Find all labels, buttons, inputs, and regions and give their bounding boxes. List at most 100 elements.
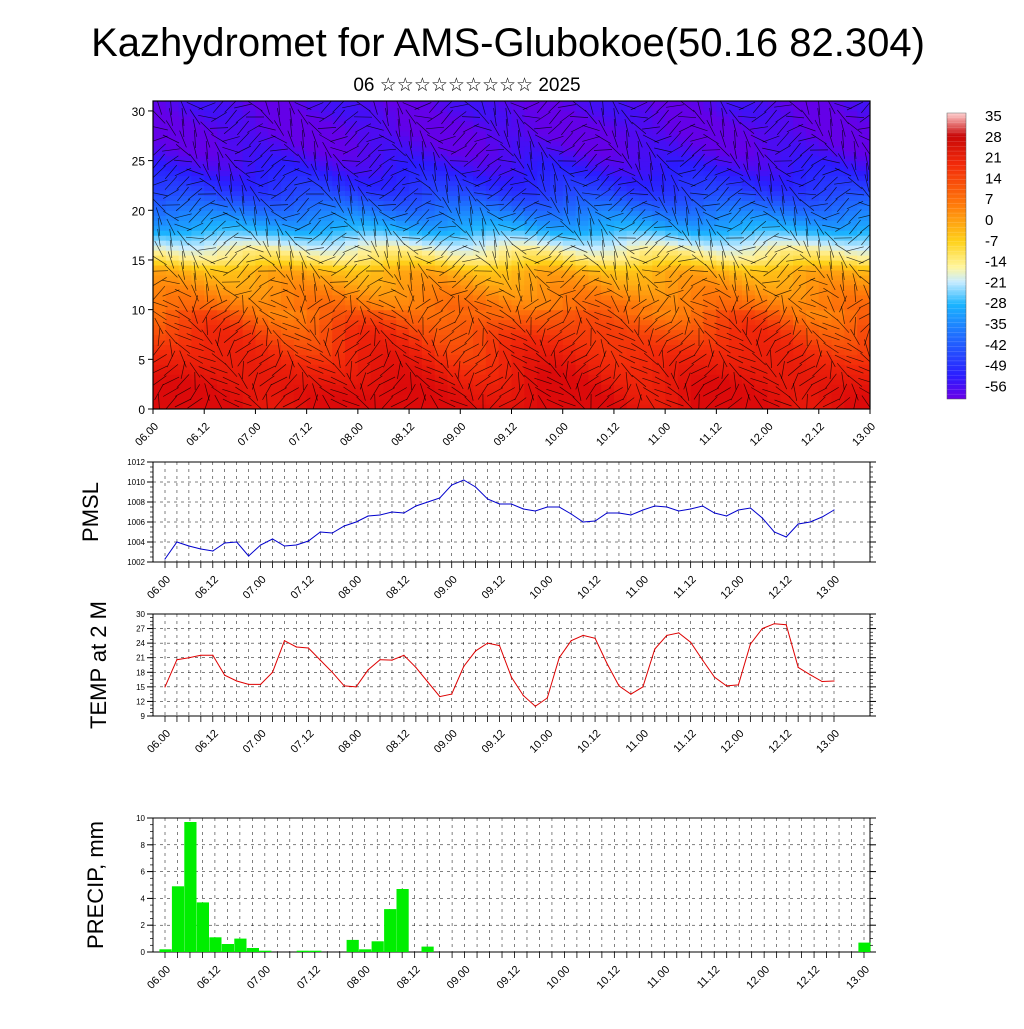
heatmap-cell: [704, 369, 717, 375]
heatmap-cell: [204, 171, 217, 177]
heatmap-cell: [601, 190, 614, 196]
heatmap-cell: [729, 349, 742, 355]
heatmap-cell: [204, 205, 217, 211]
heatmap-cell: [755, 131, 768, 137]
heatmap-cell: [563, 334, 576, 340]
heatmap-cell: [460, 235, 473, 241]
heatmap-cell: [383, 295, 396, 301]
heatmap-cell: [179, 126, 192, 132]
heatmap-cell: [473, 156, 486, 162]
chart-title: Kazhydromet for AMS-Glubokoe(50.16 82.30…: [91, 21, 925, 65]
heatmap-cell: [473, 384, 486, 390]
heatmap-cell: [576, 205, 589, 211]
heatmap-cell: [716, 151, 729, 157]
heatmap-cell: [396, 141, 409, 147]
heatmap-cell: [755, 374, 768, 380]
heatmap-cell: [191, 131, 204, 137]
heatmap-cell: [371, 101, 384, 107]
heatmap-cell: [614, 220, 627, 226]
heatmap-cell: [371, 171, 384, 177]
heatmap-cell: [332, 260, 345, 266]
heatmap-cell: [294, 399, 307, 405]
heatmap-cell: [358, 300, 371, 306]
heatmap-cell: [486, 270, 499, 276]
heatmap-cell: [832, 185, 845, 191]
heatmap-cell: [819, 389, 832, 395]
heatmap-cell: [307, 280, 320, 286]
heatmap-cell: [371, 106, 384, 112]
heatmap-cell: [409, 220, 422, 226]
heatmap-cell: [204, 220, 217, 226]
heatmap-cell: [191, 146, 204, 152]
heatmap-cell: [281, 399, 294, 405]
heatmap-cell: [524, 359, 537, 365]
heatmap-cell: [383, 354, 396, 360]
heatmap-cell: [742, 320, 755, 326]
heatmap-cell: [307, 325, 320, 331]
heatmap-cell: [486, 235, 499, 241]
heatmap-cell: [396, 349, 409, 355]
heatmap-cell: [793, 384, 806, 390]
heatmap-cell: [179, 215, 192, 221]
heatmap-cell: [601, 136, 614, 142]
heatmap-cell: [716, 250, 729, 256]
heatmap-cell: [332, 364, 345, 370]
heatmap-cell: [486, 260, 499, 266]
heatmap-cell: [588, 240, 601, 246]
heatmap-cell: [345, 300, 358, 306]
heatmap-cell: [768, 156, 781, 162]
heatmap-cell: [614, 185, 627, 191]
heatmap-cell: [652, 230, 665, 236]
heatmap-cell: [217, 136, 230, 142]
heatmap-cell: [153, 210, 166, 216]
heatmap-cell: [844, 260, 857, 266]
heatmap-cell: [294, 240, 307, 246]
heatmap-cell: [499, 280, 512, 286]
heatmap-cell: [806, 235, 819, 241]
heatmap-cell: [627, 230, 640, 236]
heatmap-cell: [319, 166, 332, 172]
heatmap-cell: [179, 384, 192, 390]
heatmap-cell: [268, 151, 281, 157]
heatmap-cell: [704, 300, 717, 306]
heatmap-cell: [268, 131, 281, 137]
heatmap-cell: [255, 310, 268, 316]
heatmap-cell: [486, 394, 499, 400]
heatmap-cell: [780, 106, 793, 112]
heatmap-cell: [166, 111, 179, 117]
heatmap-cell: [704, 310, 717, 316]
heatmap-cell: [601, 146, 614, 152]
heatmap-cell: [307, 399, 320, 405]
heatmap-cell: [832, 330, 845, 336]
heatmap-cell: [371, 141, 384, 147]
heatmap-cell: [460, 210, 473, 216]
heatmap-cell: [601, 280, 614, 286]
heatmap-cell: [307, 389, 320, 395]
heatmap-cell: [729, 369, 742, 375]
heatmap-cell: [447, 330, 460, 336]
heatmap-cell: [358, 176, 371, 182]
heatmap-cell: [191, 315, 204, 321]
heatmap-cell: [345, 220, 358, 226]
heatmap-cell: [435, 265, 448, 271]
heatmap-cell: [819, 369, 832, 375]
heatmap-cell: [499, 255, 512, 261]
heatmap-cell: [166, 235, 179, 241]
heatmap-cell: [742, 399, 755, 405]
heatmap-cell: [191, 185, 204, 191]
heatmap-cell: [294, 280, 307, 286]
heatmap-cell: [473, 325, 486, 331]
heatmap-cell: [780, 136, 793, 142]
heatmap-cell: [844, 364, 857, 370]
heatmap-cell: [486, 180, 499, 186]
heatmap-cell: [627, 250, 640, 256]
heatmap-cell: [345, 166, 358, 172]
heatmap-cell: [307, 369, 320, 375]
heatmap-cell: [601, 315, 614, 321]
heatmap-cell: [806, 369, 819, 375]
heatmap-cell: [806, 255, 819, 261]
heatmap-cell: [204, 290, 217, 296]
heatmap-cell: [255, 275, 268, 281]
heatmap-cell: [499, 106, 512, 112]
